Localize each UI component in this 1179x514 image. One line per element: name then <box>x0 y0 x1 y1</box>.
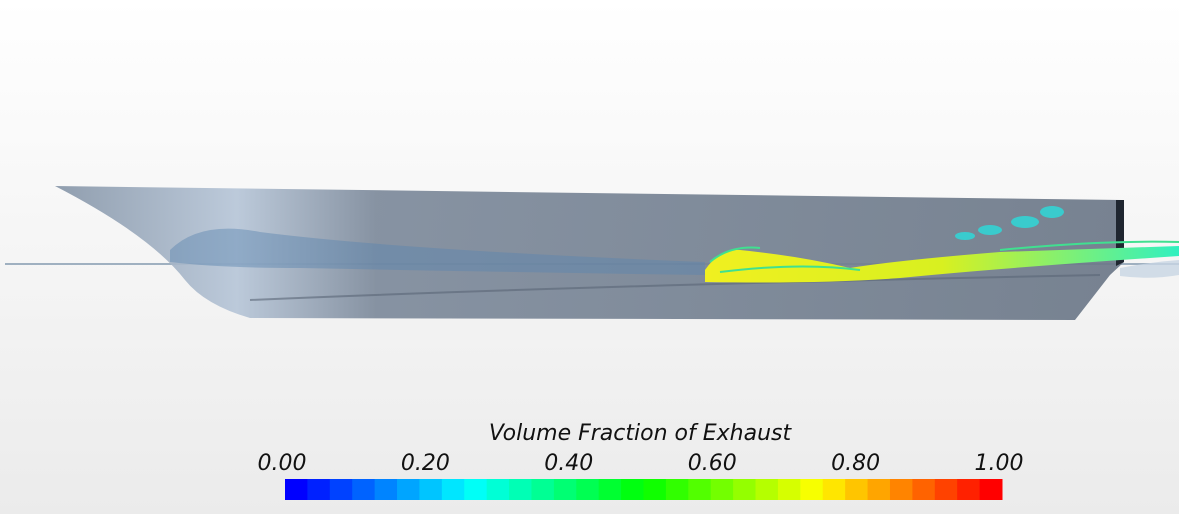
colorbar-tick-label: 1.00 <box>975 451 1024 476</box>
colorbar-tick-label: 0.60 <box>688 451 737 476</box>
colorbar-segment <box>329 479 353 500</box>
colorbar-segment <box>867 479 891 500</box>
colorbar-tick-label: 0.80 <box>831 451 880 476</box>
puff <box>1011 216 1039 228</box>
colorbar-segment <box>912 479 936 500</box>
colorbar-title: Volume Fraction of Exhaust <box>489 421 793 446</box>
exhaust-streaks <box>709 240 1179 273</box>
colorbar-segment <box>285 479 308 500</box>
puff <box>1040 206 1064 218</box>
colorbar-segment <box>576 479 600 500</box>
colorbar-segment <box>665 479 689 500</box>
colorbar-tick-label: 0.20 <box>401 451 450 476</box>
hull-contour <box>249 274 1101 301</box>
colorbar-segment <box>531 479 555 500</box>
puff <box>955 232 975 240</box>
colorbar-segment <box>553 479 577 500</box>
colorbar-segment <box>710 479 734 500</box>
colorbar-segment <box>755 479 779 500</box>
colorbar-segment <box>688 479 712 500</box>
colorbar-segment <box>464 479 488 500</box>
exhaust-puffs <box>955 206 1064 240</box>
colorbar-tick-label: 0.00 <box>258 451 307 476</box>
ship-hull <box>55 186 1124 320</box>
puff <box>978 225 1002 235</box>
exhaust-plume <box>705 246 1179 283</box>
colorbar-segment <box>621 479 644 500</box>
colorbar-segment <box>889 479 913 500</box>
colorbar-segment <box>777 479 801 500</box>
colorbar-segment <box>509 479 532 500</box>
colorbar-segment <box>486 479 510 500</box>
colorbar-segment <box>374 479 398 500</box>
colorbar-segment <box>598 479 622 500</box>
colorbar-segment <box>643 479 667 500</box>
stern-wake <box>1120 260 1179 278</box>
colorbar-tick-label: 0.40 <box>544 451 593 476</box>
colorbar-segment <box>441 479 465 500</box>
colorbar-segment <box>307 479 331 500</box>
colorbar-segment <box>822 479 846 500</box>
wake-film <box>170 228 705 275</box>
colorbar-segment <box>934 479 958 500</box>
colorbar-segment <box>397 479 420 500</box>
colorbar: 0.00 0.20 0.40 0.60 0.80 1.00 <box>258 451 1024 500</box>
colorbar-segment <box>352 479 376 500</box>
colorbar-segment <box>419 479 443 500</box>
colorbar-segment <box>800 479 824 500</box>
colorbar-segment <box>979 479 1003 500</box>
colorbar-segment <box>845 479 869 500</box>
colorbar-segment <box>733 479 757 500</box>
colorbar-segment <box>957 479 981 500</box>
